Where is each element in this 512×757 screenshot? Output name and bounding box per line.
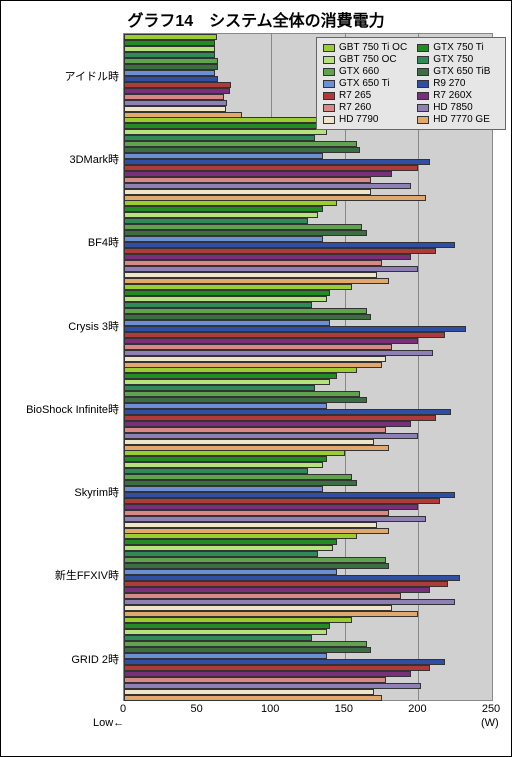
bar-group — [124, 200, 492, 284]
category-label: アイドル時 — [1, 68, 119, 84]
legend-label: R9 270 — [433, 78, 465, 89]
legend-label: R7 260X — [433, 90, 472, 101]
chart-container: グラフ14 システム全体の消費電力 GBT 750 Ti OC GTX 750 T… — [0, 0, 512, 757]
category-label: BF4時 — [1, 234, 119, 250]
legend: GBT 750 Ti OC GTX 750 Ti GBT 750 OC GTX 750… — [316, 37, 506, 130]
legend-label: GBT 750 OC — [339, 54, 397, 65]
legend-swatch — [323, 80, 335, 88]
legend-label: GTX 750 Ti — [433, 42, 484, 53]
legend-swatch — [417, 44, 429, 52]
legend-label: HD 7850 — [433, 102, 472, 113]
legend-label: HD 7790 — [339, 114, 378, 125]
legend-label: R7 260 — [339, 102, 371, 113]
legend-swatch — [323, 56, 335, 64]
bar-group — [124, 533, 492, 617]
x-tick-label: 0 — [120, 703, 126, 715]
bar — [124, 695, 382, 701]
legend-item: R7 260X — [417, 90, 499, 101]
legend-item: HD 7790 — [323, 114, 407, 125]
legend-label: GBT 750 Ti OC — [339, 42, 407, 53]
legend-swatch — [417, 92, 429, 100]
legend-label: GTX 750 — [433, 54, 473, 65]
legend-item: GTX 650 Ti — [323, 78, 407, 89]
category-label: Skyrim時 — [1, 484, 119, 500]
legend-swatch — [417, 116, 429, 124]
bar-group — [124, 450, 492, 534]
grid-line — [492, 34, 493, 700]
legend-label: GTX 660 — [339, 66, 379, 77]
legend-swatch — [323, 116, 335, 124]
legend-item: GTX 750 Ti — [417, 42, 499, 53]
legend-swatch — [417, 80, 429, 88]
plot-area — [123, 33, 493, 701]
legend-grid: GBT 750 Ti OC GTX 750 Ti GBT 750 OC GTX 750… — [323, 42, 499, 125]
category-label: 3DMark時 — [1, 151, 119, 167]
x-tick-label: 50 — [190, 703, 202, 715]
legend-item: HD 7770 GE — [417, 114, 499, 125]
x-tick-label: 100 — [261, 703, 279, 715]
legend-item: GTX 660 — [323, 66, 407, 77]
legend-label: GTX 650 Ti — [339, 78, 390, 89]
legend-item: GBT 750 Ti OC — [323, 42, 407, 53]
legend-item: HD 7850 — [417, 102, 499, 113]
legend-item: GTX 750 — [417, 54, 499, 65]
legend-swatch — [417, 68, 429, 76]
legend-label: R7 265 — [339, 90, 371, 101]
x-unit-label: (W) — [481, 717, 499, 729]
legend-swatch — [323, 92, 335, 100]
category-label: BioShock Infinite時 — [1, 401, 119, 417]
legend-swatch — [323, 104, 335, 112]
category-label: GRID 2時 — [1, 651, 119, 667]
bar-group — [124, 284, 492, 368]
legend-item: GTX 650 TiB — [417, 66, 499, 77]
legend-item: GBT 750 OC — [323, 54, 407, 65]
legend-item: R9 270 — [417, 78, 499, 89]
bar-group — [124, 367, 492, 451]
bar-group — [124, 617, 492, 701]
category-label: 新生FFXIV時 — [1, 567, 119, 583]
legend-swatch — [323, 68, 335, 76]
legend-item: R7 265 — [323, 90, 407, 101]
legend-swatch — [417, 56, 429, 64]
x-tick-label: 200 — [408, 703, 426, 715]
legend-item: R7 260 — [323, 102, 407, 113]
category-label: Crysis 3時 — [1, 318, 119, 334]
x-tick-label: 250 — [482, 703, 500, 715]
x-caption-low: Low← — [93, 717, 124, 729]
x-tick-label: 150 — [335, 703, 353, 715]
chart-title: グラフ14 システム全体の消費電力 — [1, 1, 511, 31]
legend-label: GTX 650 TiB — [433, 66, 490, 77]
legend-swatch — [323, 44, 335, 52]
legend-label: HD 7770 GE — [433, 114, 490, 125]
legend-swatch — [417, 104, 429, 112]
